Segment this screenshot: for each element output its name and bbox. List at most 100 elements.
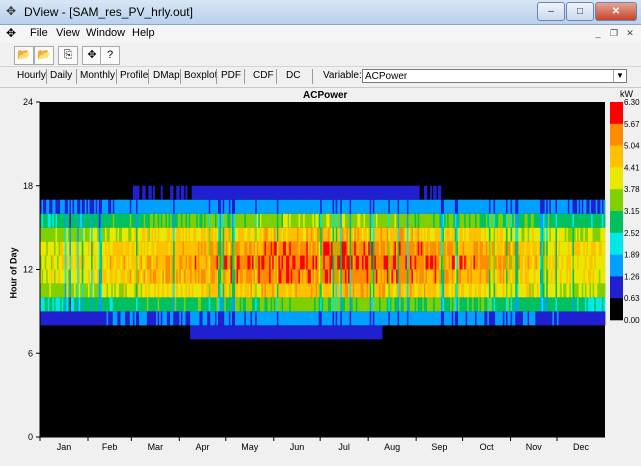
heatmap-cell bbox=[53, 241, 56, 256]
x-tick-label: Nov bbox=[526, 442, 543, 452]
heatmap-cell bbox=[272, 199, 275, 214]
copy-icon[interactable]: ⎘ bbox=[58, 46, 78, 65]
heatmap-cell bbox=[114, 283, 117, 298]
heatmap-cell bbox=[351, 311, 354, 326]
open-folder-icon[interactable]: 📂 bbox=[14, 46, 34, 65]
menu-help[interactable]: Help bbox=[132, 27, 155, 39]
variable-select[interactable]: ACPower ▼ bbox=[362, 69, 627, 83]
heatmap-cell bbox=[210, 269, 213, 284]
heatmap-cell bbox=[190, 283, 193, 298]
tab-monthly[interactable]: Monthly bbox=[80, 70, 116, 81]
mdi-minimize-icon[interactable]: _ bbox=[595, 28, 601, 38]
heatmap-cell bbox=[208, 227, 211, 242]
heatmap-cell bbox=[95, 227, 98, 242]
heatmap-cell bbox=[225, 311, 228, 326]
heatmap-cell bbox=[281, 213, 284, 228]
heatmap-cell bbox=[231, 241, 234, 256]
menu-view[interactable]: View bbox=[56, 27, 80, 39]
heatmap-cell bbox=[408, 269, 411, 284]
tab-cdf[interactable]: CDF bbox=[253, 70, 274, 81]
heatmap-cell bbox=[581, 255, 584, 270]
heatmap-cell bbox=[374, 241, 377, 256]
heatmap-cell bbox=[436, 311, 439, 326]
heatmap-cell bbox=[578, 213, 581, 228]
heatmap-cell bbox=[380, 283, 383, 298]
heatmap-cell bbox=[473, 269, 476, 284]
tab-pdf[interactable]: PDF bbox=[221, 70, 241, 81]
heatmap-cell bbox=[173, 283, 176, 298]
heatmap-cell bbox=[354, 269, 357, 284]
tab-dmap[interactable]: DMap bbox=[153, 70, 180, 81]
heatmap-cell bbox=[595, 311, 598, 326]
tab-boxplot[interactable]: Boxplot bbox=[184, 70, 218, 81]
heatmap-cell bbox=[287, 325, 290, 340]
heatmap-cell bbox=[399, 269, 402, 284]
tab-daily[interactable]: Daily bbox=[50, 70, 73, 81]
heatmap-cell bbox=[273, 185, 276, 200]
heatmap-cell bbox=[292, 269, 295, 284]
heatmap-cell bbox=[248, 185, 251, 200]
heatmap-cell bbox=[284, 241, 287, 256]
heatmap-cell bbox=[538, 311, 541, 326]
menu-window[interactable]: Window bbox=[86, 27, 126, 39]
heatmap-cell bbox=[63, 297, 66, 312]
heatmap-cell bbox=[137, 269, 140, 284]
heatmap-cell bbox=[211, 185, 214, 200]
tab-hourly[interactable]: Hourly bbox=[17, 70, 46, 81]
heatmap-cell bbox=[457, 213, 460, 228]
heatmap-cell bbox=[337, 311, 340, 326]
tab-dc[interactable]: DC bbox=[286, 70, 301, 81]
heatmap-cell bbox=[462, 311, 465, 326]
heatmap-cell bbox=[132, 241, 135, 256]
heatmap-cell bbox=[290, 255, 293, 270]
heatmap-cell bbox=[118, 199, 121, 214]
heatmap-cell bbox=[433, 297, 436, 312]
open-file-icon[interactable]: 📂 bbox=[34, 46, 54, 65]
heatmap-cell bbox=[361, 255, 364, 270]
maximize-button[interactable]: □ bbox=[566, 2, 594, 21]
help-icon[interactable]: ? bbox=[100, 46, 120, 65]
heatmap-cell bbox=[216, 199, 219, 214]
heatmap-cell bbox=[360, 241, 363, 256]
minimize-button[interactable]: – bbox=[537, 2, 565, 21]
heatmap-cell bbox=[535, 255, 538, 270]
heatmap-cell bbox=[581, 297, 584, 312]
heatmap-cell bbox=[187, 283, 189, 298]
heatmap-cell bbox=[439, 311, 442, 326]
close-button[interactable]: ✕ bbox=[595, 2, 637, 21]
menu-file[interactable]: File bbox=[30, 27, 48, 39]
heatmap-cell bbox=[375, 241, 378, 256]
heatmap-cell bbox=[301, 199, 304, 214]
heatmap-cell bbox=[451, 227, 454, 242]
y-tick-label: 6 bbox=[28, 348, 33, 358]
mdi-restore-icon[interactable]: ❐ bbox=[609, 28, 619, 38]
heatmap-cell bbox=[377, 283, 380, 298]
heatmap-cell bbox=[244, 325, 247, 340]
doc-icon[interactable]: ✥ bbox=[6, 26, 17, 40]
chevron-down-icon[interactable]: ▼ bbox=[613, 70, 626, 82]
heatmap-cell bbox=[44, 269, 47, 284]
heatmap-cell bbox=[391, 213, 394, 228]
heatmap-cell bbox=[416, 297, 419, 312]
heatmap-cell bbox=[388, 185, 391, 200]
heatmap-cell bbox=[547, 241, 550, 256]
heatmap-cell bbox=[603, 297, 606, 312]
heatmap-cell bbox=[539, 297, 542, 312]
heatmap-cell bbox=[91, 283, 94, 298]
heatmap-cell bbox=[157, 283, 160, 298]
heatmap-cell bbox=[587, 241, 590, 256]
mdi-close-icon[interactable]: ✕ bbox=[626, 28, 634, 38]
heatmap-cell bbox=[41, 199, 44, 214]
colorbar-tick-label: 6.30 bbox=[624, 98, 640, 107]
heatmap-cell bbox=[352, 269, 355, 284]
heatmap-cell bbox=[222, 199, 225, 214]
heatmap-cell bbox=[341, 269, 344, 284]
heatmap-cell bbox=[94, 311, 97, 326]
heatmap-cell bbox=[499, 213, 502, 228]
app-icon-button[interactable]: ✥ bbox=[82, 46, 102, 65]
heatmap-cell bbox=[341, 311, 344, 326]
heatmap-cell bbox=[366, 311, 369, 326]
heatmap-cell bbox=[272, 297, 275, 312]
tab-profile[interactable]: Profile bbox=[120, 70, 149, 81]
